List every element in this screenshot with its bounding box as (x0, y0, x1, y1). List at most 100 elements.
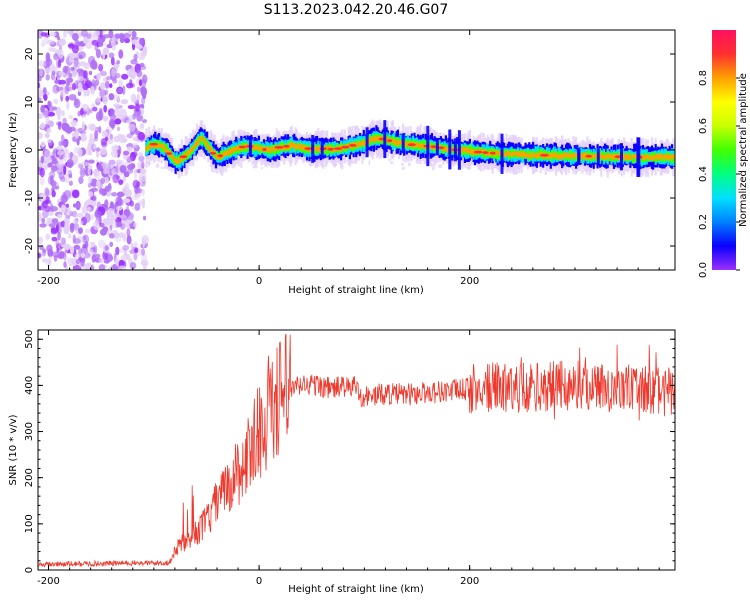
noise-blob (104, 176, 109, 184)
track-cell (300, 146, 303, 150)
track-cell (655, 153, 658, 159)
track-cell (462, 148, 465, 152)
track-cell (520, 154, 523, 158)
spectrogram-ytick-label: 20 (24, 48, 35, 61)
noise-blob (87, 166, 91, 176)
track-cell (236, 146, 239, 150)
track-cell (299, 143, 302, 149)
track-cell (499, 152, 502, 155)
track-cell (192, 147, 195, 152)
noise-blob (56, 145, 64, 151)
noise-blob (66, 81, 71, 86)
noise-blob (77, 162, 83, 169)
noise-blob (65, 210, 71, 216)
noise-blob (71, 257, 78, 267)
noise-blob (51, 236, 58, 242)
noise-blob (91, 241, 96, 247)
noise-blob (401, 162, 404, 167)
track-cell (422, 143, 425, 147)
noise-blob (41, 217, 46, 224)
noise-blob (107, 208, 115, 215)
noise-blob (126, 146, 133, 153)
track-cell (211, 149, 214, 154)
track-cell (626, 155, 629, 161)
noise-blob (45, 52, 51, 63)
noise-blob (100, 147, 108, 155)
track-peak (438, 146, 445, 150)
track-cell (153, 143, 156, 148)
noise-blob (67, 233, 72, 239)
noise-blob (60, 134, 65, 142)
track-cell (549, 152, 552, 157)
noise-blob (40, 104, 45, 113)
track-cell (420, 140, 423, 149)
track-spike (248, 135, 252, 157)
noise-blob (70, 119, 78, 127)
colorbar-tick-label: 0.8 (698, 70, 709, 86)
track-peak (348, 144, 357, 147)
track-cell (650, 155, 653, 159)
noise-blob (83, 264, 88, 270)
spectrogram-xtick-label: -200 (37, 276, 60, 287)
noise-blob (86, 33, 92, 39)
noise-blob (48, 101, 53, 107)
track-cell (508, 151, 511, 156)
noise-blob (269, 163, 276, 168)
track-cell (303, 145, 306, 150)
track-cell (554, 152, 557, 157)
noise-blob (71, 154, 79, 165)
track-cell (604, 155, 607, 160)
track-cell (332, 149, 335, 153)
track-cell (203, 137, 206, 147)
track-cell (601, 151, 604, 161)
track-cell (467, 148, 470, 154)
noise-blob (49, 203, 54, 213)
noise-blob (113, 94, 121, 102)
track-cell (558, 155, 561, 159)
noise-blob (86, 206, 91, 212)
snr-ytick-label: 0 (24, 567, 35, 573)
noise-blob (65, 203, 70, 208)
noise-blob (127, 30, 132, 35)
noise-blob (95, 147, 101, 152)
track-cell (252, 146, 255, 150)
noise-blob (96, 72, 101, 81)
track-cell (468, 149, 471, 154)
spectrogram-xtick-label: 200 (460, 276, 479, 287)
track-cell (372, 134, 375, 142)
noise-blob (43, 149, 51, 158)
noise-blob (117, 87, 123, 94)
noise-blob (132, 142, 139, 148)
spectrogram-xtick-label: 0 (256, 276, 262, 287)
noise-blob (120, 99, 129, 105)
noise-blob (84, 228, 91, 234)
track-cell (601, 156, 604, 159)
track-cell (465, 147, 468, 151)
track-cell (496, 149, 499, 160)
noise-blob (91, 39, 99, 46)
noise-blob (126, 82, 134, 89)
noise-blob (94, 253, 101, 259)
noise-blob (81, 120, 85, 131)
track-cell (610, 154, 613, 158)
noise-blob (43, 93, 48, 101)
track-cell (652, 156, 655, 161)
track-cell (295, 143, 298, 147)
noise-blob (74, 253, 82, 258)
track-cell (175, 159, 178, 164)
noise-blob (63, 244, 72, 250)
track-cell (415, 141, 418, 150)
noise-blob (78, 227, 83, 235)
track-cell (385, 134, 388, 143)
track-cell (398, 140, 401, 144)
track-cell (316, 146, 319, 150)
noise-blob (42, 160, 49, 171)
track-cell (648, 156, 651, 161)
noise-blob (95, 96, 101, 103)
noise-blob (52, 251, 59, 258)
track-cell (527, 153, 530, 158)
track-cell (399, 141, 402, 145)
noise-blob (48, 32, 57, 37)
track-cell (362, 141, 365, 146)
